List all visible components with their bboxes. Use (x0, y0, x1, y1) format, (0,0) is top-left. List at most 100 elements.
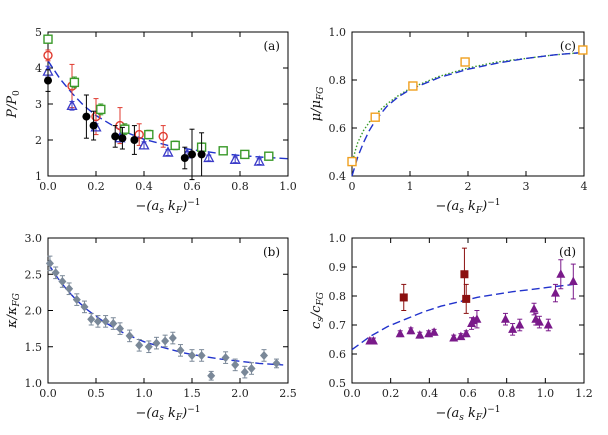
data-point-triangle (138, 139, 150, 150)
x-tick-label: 2.5 (279, 387, 297, 400)
data-point-triangle (449, 333, 459, 342)
panel-label: (d) (559, 245, 576, 259)
y-tick-label: 0.4 (329, 170, 347, 183)
y-axis-label: cs​/cFG​ (309, 292, 326, 329)
data-point-circle (91, 111, 101, 122)
data-point-square (96, 104, 106, 115)
data-point-diamond (80, 302, 89, 312)
y-tick-label: 3.0 (25, 232, 43, 245)
x-tick-label: 0.6 (183, 180, 201, 193)
data-point-diamond (72, 295, 81, 305)
data-point-square (347, 156, 357, 167)
x-tick-label: 0.4 (421, 387, 439, 400)
y-tick-label: 4 (35, 62, 42, 75)
x-tick-label: 0.0 (39, 387, 57, 400)
data-point-diamond (176, 345, 185, 355)
y-tick-label: 0.6 (329, 348, 347, 361)
data-point-diamond (247, 364, 256, 373)
y-tick-label: 0.8 (329, 290, 347, 303)
data-point-triangle (472, 314, 482, 323)
y-axis-label: P/P0​ (5, 90, 22, 119)
data-point-diamond (207, 371, 216, 381)
data-point-triangle (203, 151, 215, 163)
data-point-circle (158, 131, 168, 142)
data-point-diamond (51, 268, 60, 278)
x-tick-label: 1.0 (135, 387, 153, 400)
data-point-diamond (65, 284, 74, 294)
data-point-dot (89, 121, 98, 130)
data-point-diamond (45, 258, 54, 268)
data-point-diamond (221, 353, 230, 363)
theory-curve-dotted (351, 51, 585, 165)
data-point-square (370, 112, 380, 122)
data-point-circle (134, 129, 144, 140)
data-point-diamond (58, 277, 67, 286)
data-point-diamond (188, 350, 196, 360)
data-point-square (218, 146, 228, 156)
x-tick-label: 0.0 (39, 180, 57, 193)
x-tick-label: 2 (465, 180, 472, 193)
x-tick-label: 0.5 (87, 387, 105, 400)
y-tick-label: 0.7 (329, 319, 347, 332)
data-point-triangle (568, 276, 578, 285)
x-axis-label: −(as​ kF​)−1​ (436, 405, 501, 423)
data-point-square (460, 270, 469, 279)
y-tick-label: 3 (35, 98, 42, 111)
data-point-dot (82, 112, 91, 121)
data-point-triangle (456, 331, 466, 341)
data-point-triangle (429, 327, 439, 336)
y-axis-label: μ/μFG​ (309, 87, 326, 122)
data-point-diamond (240, 367, 249, 377)
data-point-triangle (461, 328, 471, 338)
panel-label: (c) (560, 39, 576, 53)
panel-label: (a) (263, 39, 280, 53)
x-axis-label: −(as​ kF​)−1​ (136, 405, 201, 423)
data-point-triangle (550, 288, 560, 297)
y-tick-label: 2.5 (25, 268, 43, 281)
data-point-diamond (272, 358, 281, 368)
x-tick-label: 4 (581, 180, 588, 193)
data-point-diamond (152, 338, 161, 348)
data-point-triangle (508, 324, 518, 333)
data-point-diamond (87, 314, 96, 324)
y-tick-label: 0.8 (329, 74, 347, 87)
data-point-diamond (125, 331, 134, 341)
y-tick-label: 2 (35, 134, 42, 147)
panel-b: 0.0 0.5 1.0 1.5 2.0 2.5 1.0 1.5 2.0 2.5 3.0 −(as​ k… (5, 232, 297, 423)
data-point-circle (43, 50, 53, 61)
x-tick-label: 0.8 (231, 180, 249, 193)
y-tick-label: 1.5 (25, 341, 43, 354)
theory-curve (47, 263, 284, 366)
y-axis-label: κ/κFG​ (5, 293, 22, 329)
data-point-square (170, 140, 180, 151)
data-point-dot (188, 150, 196, 159)
y-tick-label: 0.9 (329, 261, 347, 274)
data-point-square (578, 45, 588, 55)
x-tick-label: 0.4 (135, 180, 153, 193)
data-point-diamond (116, 324, 124, 334)
data-point-dot (44, 76, 52, 85)
x-tick-label: 0.6 (459, 387, 477, 400)
plot-frame (351, 237, 585, 384)
x-axis-label: −(as​ kF​)−1​ (136, 198, 201, 216)
x-axis-label: −(as​ kF​)−1​ (436, 198, 501, 216)
panel-c: 0 1 2 3 4 0.4 0.6 0.8 1.0 −(as​ kF​)−1​ μ/μFG​ (c) (309, 26, 588, 216)
x-tick-label: 1.2 (575, 387, 593, 400)
data-point-square (399, 293, 408, 302)
theory-curve (351, 51, 585, 177)
data-point-triangle (162, 146, 174, 157)
x-tick-label: 1.5 (183, 387, 201, 400)
data-point-triangle (515, 320, 525, 329)
data-point-diamond (231, 360, 240, 370)
data-point-diamond (101, 316, 110, 326)
data-point-diamond (93, 316, 102, 326)
data-point-square (462, 294, 471, 303)
data-point-square (460, 57, 470, 67)
data-point-diamond (135, 340, 144, 350)
data-point-diamond (168, 333, 177, 343)
data-point-diamond (161, 336, 170, 346)
data-point-square (69, 77, 80, 88)
data-point-square (120, 124, 130, 134)
y-tick-label: 5 (35, 26, 42, 39)
